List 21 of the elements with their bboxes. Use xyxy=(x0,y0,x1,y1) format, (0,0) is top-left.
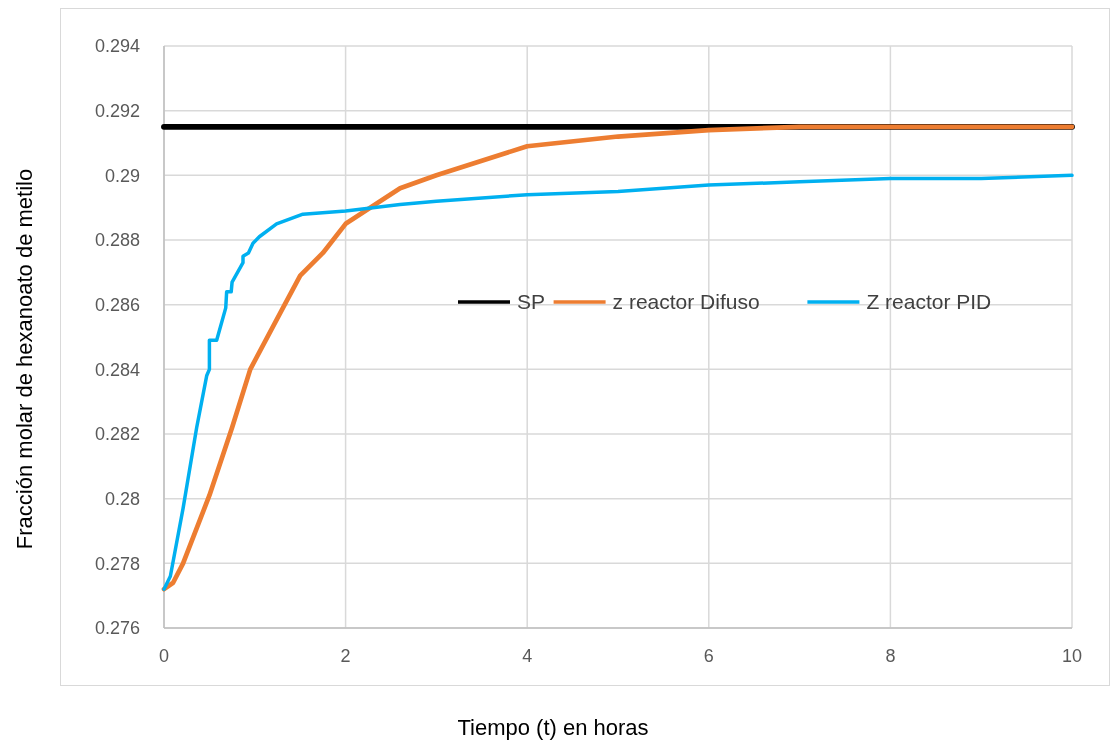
x-tick-label: 4 xyxy=(522,646,533,666)
legend-label: SP xyxy=(517,290,546,314)
legend-label: z reactor Difuso xyxy=(612,290,760,314)
x-tick-label: 2 xyxy=(340,646,351,666)
y-tick-label: 0.288 xyxy=(94,230,140,251)
y-tick-label: 0.278 xyxy=(94,553,140,574)
x-tick-label: 8 xyxy=(885,646,896,666)
y-tick-label: 0.294 xyxy=(94,36,140,57)
y-tick-label: 0.292 xyxy=(94,100,140,121)
legend-label: Z reactor PID xyxy=(866,290,992,314)
x-tick-label: 10 xyxy=(1061,646,1083,666)
y-axis-title: Fracción molar de hexanoato de metilo xyxy=(12,168,37,550)
y-tick-label: 0.282 xyxy=(94,424,140,445)
x-tick-label: 6 xyxy=(703,646,714,666)
y-tick-label: 0.276 xyxy=(94,618,140,639)
y-tick-label: 0.284 xyxy=(94,359,140,380)
y-tick-label: 0.28 xyxy=(104,488,140,509)
x-axis-title: Tiempo (t) en horas xyxy=(457,715,649,740)
x-tick-label: 0 xyxy=(158,646,170,666)
y-tick-label: 0.29 xyxy=(104,165,140,186)
y-tick-label: 0.286 xyxy=(94,294,140,315)
